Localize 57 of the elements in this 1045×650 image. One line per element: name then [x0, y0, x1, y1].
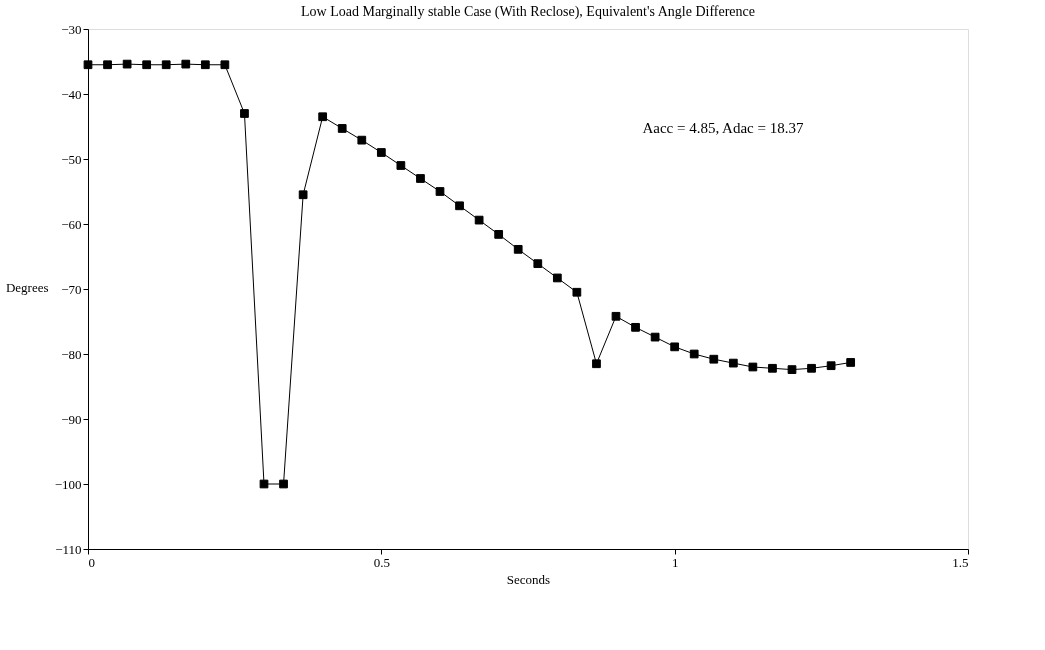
- point: [631, 322, 640, 332]
- point: [376, 148, 386, 157]
- y-tick-label: −70: [61, 281, 82, 297]
- y-tick-label: −110: [55, 541, 82, 557]
- x-tick-label: 0: [88, 554, 95, 570]
- point: [787, 365, 797, 374]
- point: [494, 230, 504, 239]
- point: [259, 479, 269, 489]
- y-tick-label: −40: [61, 86, 82, 102]
- point: [396, 161, 406, 170]
- point: [142, 60, 152, 70]
- point: [748, 362, 758, 372]
- point: [533, 259, 543, 269]
- point: [513, 244, 523, 254]
- x-axis-title: Seconds: [506, 571, 551, 587]
- x-tick-label: 1: [671, 554, 679, 570]
- point: [161, 60, 171, 70]
- point: [200, 60, 210, 70]
- point: [768, 363, 777, 373]
- y-axis-title: Degrees: [5, 279, 49, 295]
- point: [650, 332, 660, 342]
- chart-title: Low Load Marginally stable Case (With Reclose), Equivalent's Angle Difference: [301, 4, 755, 20]
- point: [435, 187, 445, 196]
- point: [220, 60, 230, 70]
- y-tick-label: −30: [61, 21, 82, 37]
- point: [474, 215, 484, 225]
- point: [670, 342, 680, 352]
- annotation: Aacc = 4.85, Adac = 18.37: [642, 119, 804, 136]
- point: [279, 479, 288, 489]
- point: [552, 273, 562, 283]
- point: [83, 60, 93, 70]
- point: [318, 112, 328, 122]
- point: [122, 59, 132, 69]
- y-tick-label: −100: [54, 476, 82, 492]
- point: [181, 59, 191, 69]
- point: [728, 358, 738, 368]
- y-tick-label: −50: [61, 151, 82, 167]
- point: [455, 201, 464, 211]
- point: [709, 354, 719, 364]
- point: [807, 363, 816, 373]
- point: [572, 287, 582, 297]
- y-tick-label: −60: [61, 216, 82, 232]
- x-tick-label: 0.5: [373, 554, 390, 570]
- point: [592, 359, 601, 369]
- point: [826, 361, 836, 371]
- point: [337, 124, 347, 133]
- point: [611, 311, 621, 321]
- point: [846, 358, 856, 367]
- y-tick-label: −80: [61, 346, 82, 362]
- point: [240, 109, 249, 118]
- point: [103, 60, 112, 70]
- point: [298, 190, 308, 200]
- point: [357, 135, 367, 145]
- x-tick-label: 1.5: [952, 554, 969, 570]
- point: [689, 349, 699, 359]
- y-tick-label: −90: [61, 411, 82, 427]
- point: [416, 174, 425, 183]
